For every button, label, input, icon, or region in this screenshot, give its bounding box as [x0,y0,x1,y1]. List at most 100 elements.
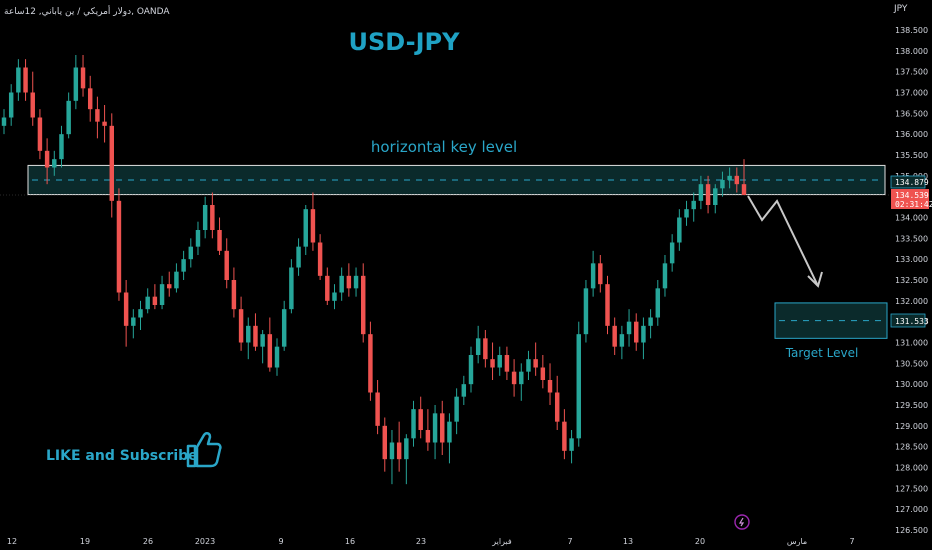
candle-body [73,67,79,101]
candle-body [44,150,50,168]
y-tick-label: 127.500 [895,484,928,493]
x-tick-label: 12 [7,537,17,546]
y-tick-label: 129.000 [895,422,928,431]
candle-body [454,396,459,422]
countdown-timer: 02:31:42 [895,200,932,209]
y-tick-label: 136.500 [895,109,928,118]
candle-body [317,242,323,276]
y-tick-label: 132.000 [895,297,928,306]
candle-body [332,292,337,301]
lightning-icon[interactable] [734,514,750,530]
thumbs-up-icon [186,432,222,468]
candle-body [102,121,107,126]
y-tick-label: 138.500 [895,26,928,35]
like-subscribe-label[interactable]: LIKE and Subscribe [46,448,198,464]
candle-body [195,230,201,247]
target-price: 131.533 [895,317,929,326]
axis-layer: 138.500 138.000 137.500 137.000 136.500 136.0… [7,26,928,546]
target-level-label: Target Level [785,346,859,360]
y-tick-label: 133.000 [895,255,928,264]
candle-body [159,284,165,305]
candle-body [447,421,452,443]
candle-body [87,88,93,110]
candle-body [533,359,538,368]
y-tick-label: 127.000 [895,505,928,514]
y-tick-label: 133.500 [895,234,928,243]
candle-body [698,184,704,201]
candle-body [547,380,553,393]
candle-body [52,159,57,168]
candle-body [526,359,531,372]
candle-body [677,217,682,243]
candle-body [346,275,352,289]
candle-body [267,334,273,368]
y-tick-label: 137.500 [895,68,928,77]
candle-body [727,175,732,180]
x-tick-label: مارس [787,537,807,546]
y-tick-label: 128.500 [895,443,928,452]
candle-body [246,325,251,343]
candle-body [461,384,467,397]
candle-body [418,409,423,430]
candle-body [37,117,43,151]
candle-body [562,421,567,451]
candle-body [296,246,301,268]
x-tick-label: فبراير [491,537,512,546]
y-tick-label: 130.500 [895,359,928,368]
chart-title: USD-JPY [349,28,461,56]
candle-body [145,296,150,310]
candle-body [590,263,596,289]
candle-body [16,67,21,93]
candles-layer [1,55,747,485]
candle-body [23,67,28,93]
y-tick-label: 131.000 [895,339,928,348]
candle-body [504,355,510,372]
x-tick-label: 16 [345,537,355,546]
candle-body [210,205,215,230]
y-tick-label: 126.500 [895,526,928,535]
zones-layer [0,164,890,339]
candle-body [605,284,610,326]
y-tick-label: 128.000 [895,464,928,473]
candle-body [375,392,380,426]
candle-body [432,413,438,443]
candle-body [339,275,344,293]
candle-body [734,175,740,185]
candle-body [217,230,222,251]
candle-body [80,67,86,89]
y-tick-label: 135.500 [895,151,928,160]
candle-body [691,200,696,210]
candle-body [583,288,589,335]
candle-body [131,317,136,326]
y-tick-label: 130.000 [895,380,928,389]
x-tick-label: 26 [143,537,153,546]
symbol-header[interactable]: دولار أمريكي / ين ياباني, 12ساعة, OANDA [4,5,170,17]
candle-body [368,334,373,393]
candle-body [490,359,495,368]
candle-body [181,259,186,272]
candle-body [634,321,639,343]
candle-body [289,267,294,310]
candle-body [669,242,675,264]
candle-body [8,92,14,118]
candle-body [468,355,474,385]
candle-body [123,292,129,326]
candle-body [475,338,481,355]
candle-body [612,325,617,347]
last-price-tag: 134.539 02:31:42 [891,189,932,209]
candle-body [404,438,409,460]
x-tick-label: 9 [278,537,283,546]
candle-body [720,180,725,189]
candle-body [274,346,280,368]
candle-body [30,92,35,118]
candle-body [109,125,114,201]
candle-body [389,442,395,460]
candle-body [648,317,653,326]
candle-body [483,338,488,360]
candle-body [188,246,194,260]
candle-body [662,263,668,289]
x-tick-label: 7 [849,537,854,546]
candle-body [519,371,524,385]
candle-body [303,209,308,247]
